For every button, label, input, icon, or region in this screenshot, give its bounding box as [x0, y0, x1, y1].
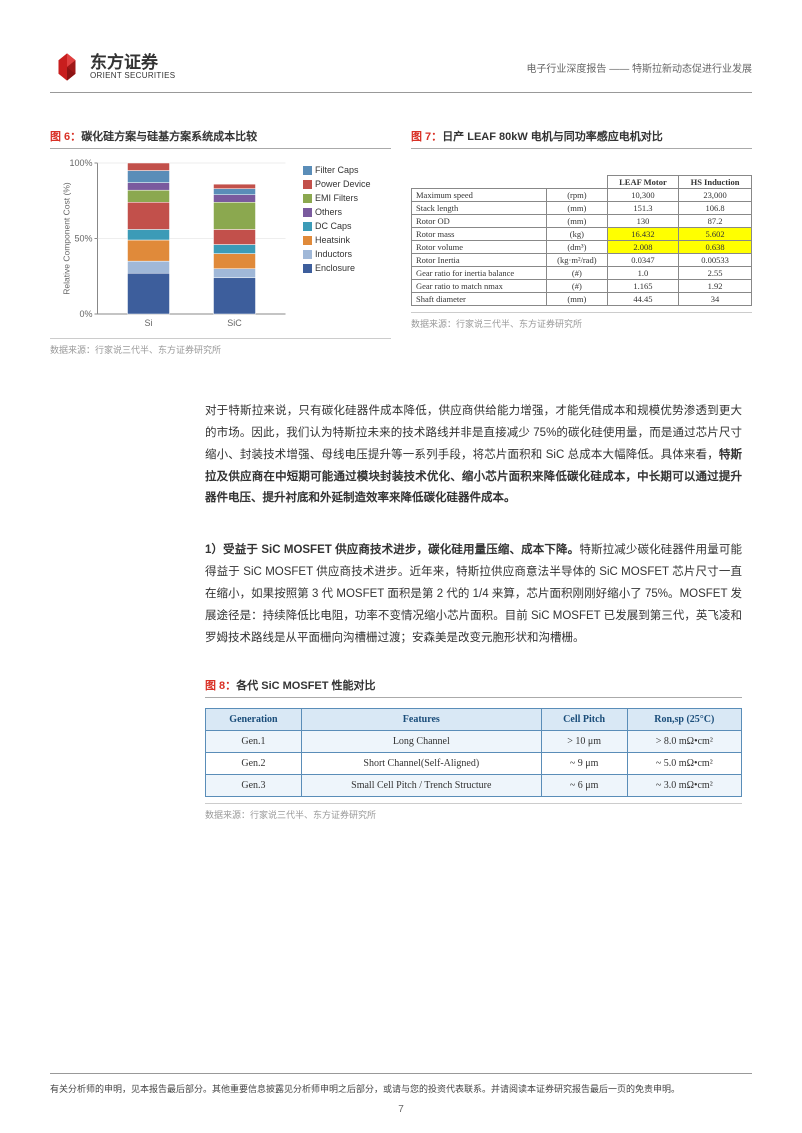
page-number: 7 — [0, 1104, 802, 1115]
figure-7: 图 7：日产 LEAF 80kW 电机与同功率感应电机对比 LEAF Motor… — [411, 128, 752, 356]
logo: 东方证券 ORIENT SECURITIES — [50, 50, 175, 84]
legend-item: Filter Caps — [303, 165, 391, 175]
fig6-svg: 0% 50% 100% Relative Component Cost (%) Si Si… — [50, 157, 299, 332]
legend-item: Power Device — [303, 179, 391, 189]
paragraph-1: 对于特斯拉来说，只有碳化硅器件成本降低，供应商供给能力增强，才能凭借成本和规模优… — [205, 401, 742, 510]
fig6-title: 图 6：碳化硅方案与硅基方案系统成本比较 — [50, 128, 391, 149]
fig6-title-text: 碳化硅方案与硅基方案系统成本比较 — [81, 131, 257, 143]
legend-item: DC Caps — [303, 221, 391, 231]
svg-text:100%: 100% — [69, 158, 92, 168]
legend-item: Others — [303, 207, 391, 217]
fig6-num: 图 6： — [50, 131, 81, 143]
paragraph-2: 1）受益于 SiC MOSFET 供应商技术进步，碳化硅用量压缩、成本下降。特斯… — [205, 540, 742, 649]
fig8-source: 数据来源：行家说三代半、东方证券研究所 — [205, 803, 742, 821]
para2-t1: 1）受益于 SiC MOSFET 供应商技术进步，碳化硅用量压缩、成本下降。 — [205, 544, 579, 556]
svg-text:Si: Si — [144, 318, 152, 328]
fig7-table: LEAF MotorHS InductionMaximum speed(rpm)… — [411, 175, 752, 306]
legend-item: Heatsink — [303, 235, 391, 245]
para1-t1: 对于特斯拉来说，只有碳化硅器件成本降低，供应商供给能力增强，才能凭借成本和规模优… — [205, 405, 742, 461]
legend-item: Enclosure — [303, 263, 391, 273]
fig6-source: 数据来源：行家说三代半、东方证券研究所 — [50, 338, 391, 356]
header-right: 电子行业深度报告 —— 特斯拉新动态促进行业发展 — [526, 60, 752, 75]
figure-8: 图 8：各代 SiC MOSFET 性能对比 GenerationFeature… — [205, 677, 742, 821]
fig8-num: 图 8： — [205, 680, 236, 692]
para2-t2: 特斯拉减少碳化硅器件用量可能得益于 SiC MOSFET 供应商技术进步。近年来… — [205, 544, 742, 643]
svg-text:50%: 50% — [74, 234, 92, 244]
fig7-num: 图 7： — [411, 131, 442, 143]
orient-logo-icon — [50, 50, 84, 84]
logo-cn: 东方证券 — [90, 54, 175, 71]
fig8-table: GenerationFeaturesCell PitchRon,sp (25°C… — [205, 708, 742, 797]
fig7-title-text: 日产 LEAF 80kW 电机与同功率感应电机对比 — [442, 131, 663, 143]
footer-disclaimer: 有关分析师的申明，见本报告最后部分。其他重要信息披露见分析师申明之后部分，或请与… — [50, 1073, 752, 1095]
figure-6: 图 6：碳化硅方案与硅基方案系统成本比较 0% 50% 100% Relative C… — [50, 128, 391, 356]
svg-text:0%: 0% — [79, 309, 92, 319]
logo-en: ORIENT SECURITIES — [90, 71, 175, 81]
legend-item: Inductors — [303, 249, 391, 259]
fig7-source: 数据来源：行家说三代半、东方证券研究所 — [411, 312, 752, 330]
page-header: 东方证券 ORIENT SECURITIES 电子行业深度报告 —— 特斯拉新动… — [50, 50, 752, 93]
fig6-legend: Filter Caps Power Device EMI Filters Others… — [303, 157, 391, 332]
fig6-chart: 0% 50% 100% Relative Component Cost (%) Si Si… — [50, 157, 391, 332]
fig8-title-text: 各代 SiC MOSFET 性能对比 — [236, 680, 375, 692]
fig8-title: 图 8：各代 SiC MOSFET 性能对比 — [205, 677, 742, 698]
figures-row: 图 6：碳化硅方案与硅基方案系统成本比较 0% 50% 100% Relative C… — [50, 128, 752, 356]
svg-text:SiC: SiC — [227, 318, 242, 328]
fig7-title: 图 7：日产 LEAF 80kW 电机与同功率感应电机对比 — [411, 128, 752, 149]
legend-item: EMI Filters — [303, 193, 391, 203]
svg-text:Relative Component Cost (%): Relative Component Cost (%) — [62, 182, 72, 295]
